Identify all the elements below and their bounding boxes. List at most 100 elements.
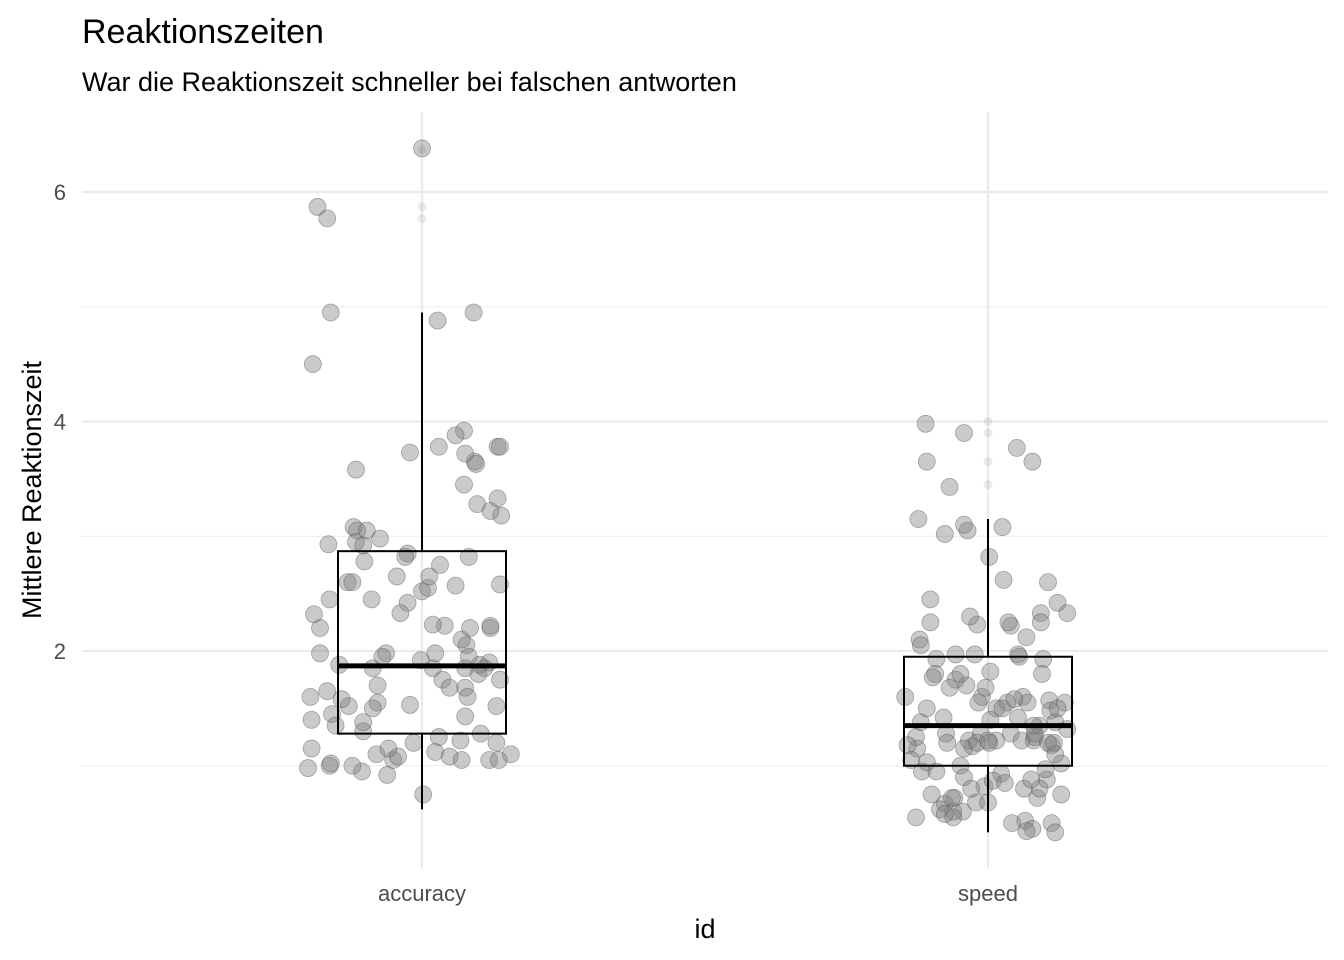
data-point [299, 759, 317, 777]
box-iqr [337, 550, 507, 735]
data-point [387, 567, 406, 586]
data-point [384, 751, 403, 769]
data-point [1042, 814, 1061, 833]
x-axis-ticks: accuracy speed [378, 881, 1018, 906]
data-point [501, 745, 520, 764]
data-point [1052, 785, 1071, 804]
y-axis-ticks: 2 4 6 [54, 180, 66, 664]
data-point [1055, 693, 1074, 712]
data-point [321, 754, 340, 773]
data-point [993, 699, 1012, 718]
data-point [962, 779, 981, 798]
y-tick-label: 4 [54, 410, 66, 435]
data-point [935, 805, 954, 823]
minor-gridlines [82, 306, 1328, 767]
data-point [911, 636, 930, 655]
data-point [481, 616, 500, 635]
data-point [456, 707, 475, 726]
data-point [348, 521, 367, 540]
outlier-point [983, 457, 993, 467]
data-point [910, 630, 929, 649]
data-point [362, 590, 381, 609]
data-point [487, 697, 506, 715]
data-point [492, 506, 511, 525]
data-point [429, 437, 448, 456]
data-point [428, 311, 447, 330]
data-point [944, 802, 963, 821]
outlier-point [983, 428, 993, 438]
data-point [468, 495, 487, 514]
data-point [401, 696, 419, 714]
data-point [343, 573, 362, 592]
data-point [981, 662, 1000, 681]
data-point [489, 751, 508, 769]
data-point [491, 437, 509, 456]
data-point [1030, 779, 1049, 798]
data-point [433, 670, 452, 689]
data-point [338, 573, 357, 592]
data-point [378, 766, 397, 784]
chart-title: Reaktionszeiten [82, 13, 324, 51]
data-point [464, 303, 483, 322]
outlier-point [983, 417, 993, 426]
data-point [940, 478, 959, 496]
data-point [955, 768, 973, 787]
data-point [935, 794, 954, 813]
data-point [957, 676, 976, 695]
data-point [946, 670, 965, 689]
data-point [303, 355, 322, 374]
data-point [995, 774, 1014, 792]
data-point [945, 788, 964, 807]
data-point [451, 731, 470, 750]
data-point [923, 668, 942, 687]
y-tick-label: 6 [54, 180, 66, 205]
major-gridlines [82, 112, 1328, 868]
data-point [1040, 691, 1059, 710]
data-point [401, 443, 419, 462]
data-point [1001, 616, 1020, 635]
data-point [922, 785, 941, 804]
data-point [1033, 665, 1051, 683]
data-point [488, 437, 507, 456]
data-point [980, 548, 999, 566]
data-point [976, 678, 995, 697]
data-point [452, 751, 471, 769]
data-point [429, 728, 448, 746]
data-point [347, 460, 365, 479]
data-point [311, 644, 329, 663]
data-point [354, 722, 373, 741]
x-tick-label: accuracy [378, 881, 466, 906]
data-point [944, 808, 963, 827]
data-point [431, 556, 449, 574]
data-point [455, 421, 473, 440]
data-point [487, 733, 506, 752]
y-tick-label: 2 [54, 639, 66, 664]
data-point [302, 710, 321, 729]
data-point [951, 665, 970, 683]
data-point [414, 785, 433, 804]
data-point [379, 739, 398, 758]
data-point [967, 793, 985, 812]
data-point [446, 426, 465, 445]
data-point [935, 525, 954, 543]
data-point [1016, 811, 1035, 830]
data-point [1023, 452, 1042, 471]
data-point [1039, 573, 1057, 592]
data-point [1037, 770, 1056, 789]
data-point [1041, 701, 1060, 720]
data-point [931, 800, 949, 819]
data-point [302, 739, 321, 758]
data-point [917, 699, 936, 718]
data-point [921, 590, 940, 609]
data-point [319, 535, 338, 554]
data-point [458, 688, 477, 706]
data-point [1023, 819, 1042, 838]
data-point [465, 452, 484, 471]
data-point [308, 198, 327, 216]
data-point [1003, 814, 1021, 833]
data-point [323, 705, 341, 724]
data-point [999, 613, 1018, 632]
data-point [452, 630, 471, 649]
data-point [377, 644, 395, 663]
